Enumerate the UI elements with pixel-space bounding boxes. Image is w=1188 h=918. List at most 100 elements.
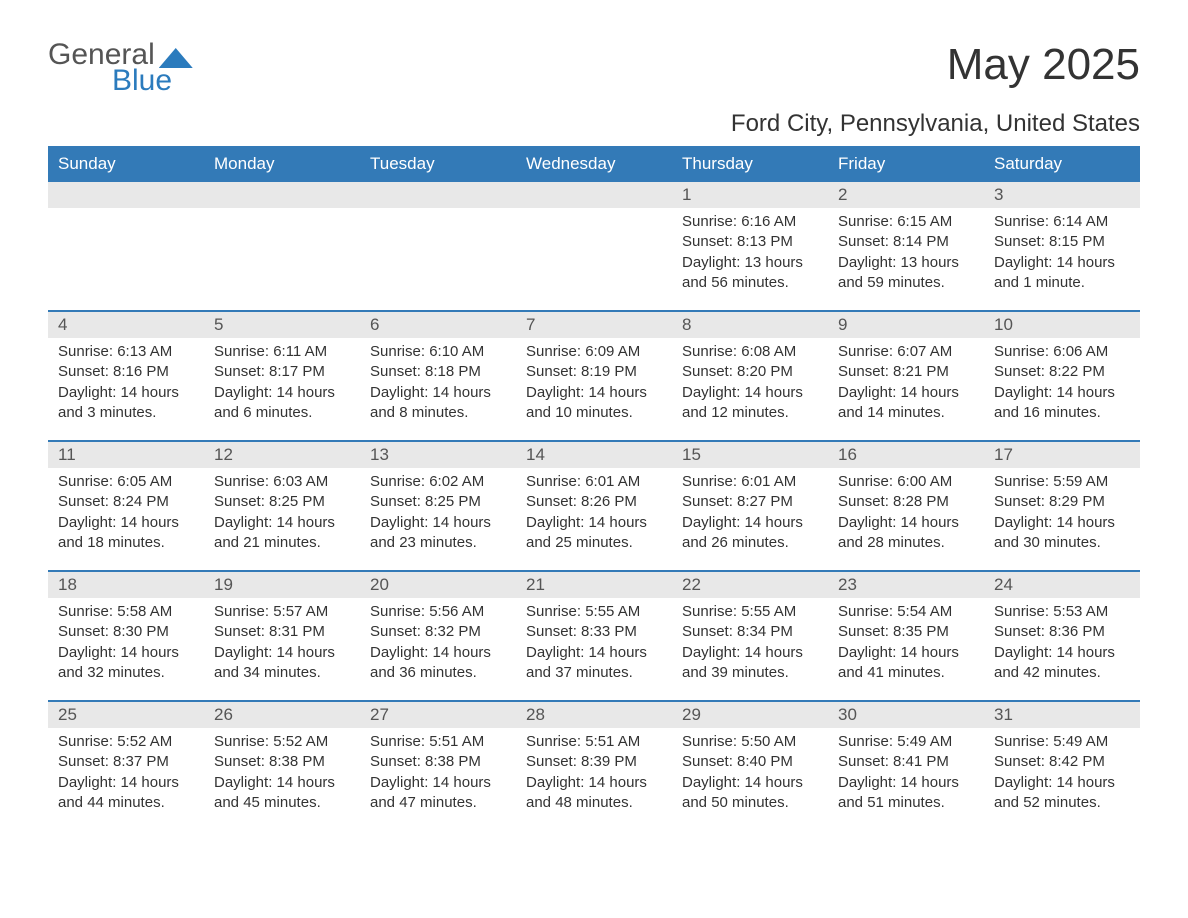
calendar-cell [360,182,516,310]
calendar-cell: 16Sunrise: 6:00 AMSunset: 8:28 PMDayligh… [828,442,984,570]
daylight-line: Daylight: 14 hours and 42 minutes. [994,643,1130,684]
sunset-line: Sunset: 8:38 PM [214,752,350,772]
calendar-cell: 28Sunrise: 5:51 AMSunset: 8:39 PMDayligh… [516,702,672,830]
sunrise-line: Sunrise: 6:05 AM [58,472,194,492]
sunset-line: Sunset: 8:19 PM [526,362,662,382]
date-number: 19 [204,572,360,598]
sunrise-line: Sunrise: 5:49 AM [994,732,1130,752]
cell-body: Sunrise: 6:15 AMSunset: 8:14 PMDaylight:… [828,208,984,293]
calendar-cell [48,182,204,310]
calendar-cell [204,182,360,310]
day-header: Friday [828,146,984,182]
sunset-line: Sunset: 8:14 PM [838,232,974,252]
calendar-cell: 21Sunrise: 5:55 AMSunset: 8:33 PMDayligh… [516,572,672,700]
calendar-cell: 27Sunrise: 5:51 AMSunset: 8:38 PMDayligh… [360,702,516,830]
sunset-line: Sunset: 8:16 PM [58,362,194,382]
sunrise-line: Sunrise: 5:51 AM [526,732,662,752]
date-number: 21 [516,572,672,598]
calendar-cell: 8Sunrise: 6:08 AMSunset: 8:20 PMDaylight… [672,312,828,440]
calendar-cell: 7Sunrise: 6:09 AMSunset: 8:19 PMDaylight… [516,312,672,440]
sunset-line: Sunset: 8:25 PM [214,492,350,512]
calendar-week: 11Sunrise: 6:05 AMSunset: 8:24 PMDayligh… [48,440,1140,570]
date-number: 16 [828,442,984,468]
daylight-line: Daylight: 14 hours and 45 minutes. [214,773,350,814]
month-title: May 2025 [731,40,1140,90]
calendar-cell: 12Sunrise: 6:03 AMSunset: 8:25 PMDayligh… [204,442,360,570]
day-header: Saturday [984,146,1140,182]
sunrise-line: Sunrise: 6:03 AM [214,472,350,492]
daylight-line: Daylight: 14 hours and 25 minutes. [526,513,662,554]
logo: General Blue [48,40,193,96]
sunrise-line: Sunrise: 5:53 AM [994,602,1130,622]
calendar-cell: 18Sunrise: 5:58 AMSunset: 8:30 PMDayligh… [48,572,204,700]
calendar-cell: 14Sunrise: 6:01 AMSunset: 8:26 PMDayligh… [516,442,672,570]
calendar-cell: 15Sunrise: 6:01 AMSunset: 8:27 PMDayligh… [672,442,828,570]
daylight-line: Daylight: 14 hours and 34 minutes. [214,643,350,684]
day-header: Wednesday [516,146,672,182]
sunset-line: Sunset: 8:28 PM [838,492,974,512]
date-number: 15 [672,442,828,468]
sunrise-line: Sunrise: 6:01 AM [526,472,662,492]
daylight-line: Daylight: 14 hours and 8 minutes. [370,383,506,424]
date-number: 30 [828,702,984,728]
date-number: 27 [360,702,516,728]
date-number: 22 [672,572,828,598]
cell-body: Sunrise: 5:51 AMSunset: 8:38 PMDaylight:… [360,728,516,813]
calendar-cell: 29Sunrise: 5:50 AMSunset: 8:40 PMDayligh… [672,702,828,830]
daylight-line: Daylight: 14 hours and 26 minutes. [682,513,818,554]
sunset-line: Sunset: 8:15 PM [994,232,1130,252]
cell-body: Sunrise: 5:51 AMSunset: 8:39 PMDaylight:… [516,728,672,813]
cell-body: Sunrise: 6:08 AMSunset: 8:20 PMDaylight:… [672,338,828,423]
cell-body: Sunrise: 5:52 AMSunset: 8:37 PMDaylight:… [48,728,204,813]
sunrise-line: Sunrise: 5:58 AM [58,602,194,622]
day-header: Monday [204,146,360,182]
calendar-cell: 25Sunrise: 5:52 AMSunset: 8:37 PMDayligh… [48,702,204,830]
cell-body: Sunrise: 6:02 AMSunset: 8:25 PMDaylight:… [360,468,516,553]
sunset-line: Sunset: 8:20 PM [682,362,818,382]
sunset-line: Sunset: 8:37 PM [58,752,194,772]
sunset-line: Sunset: 8:30 PM [58,622,194,642]
sunrise-line: Sunrise: 5:56 AM [370,602,506,622]
cell-body: Sunrise: 5:57 AMSunset: 8:31 PMDaylight:… [204,598,360,683]
sunset-line: Sunset: 8:36 PM [994,622,1130,642]
sunrise-line: Sunrise: 6:02 AM [370,472,506,492]
sunset-line: Sunset: 8:22 PM [994,362,1130,382]
sunset-line: Sunset: 8:41 PM [838,752,974,772]
date-number: 18 [48,572,204,598]
logo-word-2: Blue [112,66,193,96]
sunrise-line: Sunrise: 5:49 AM [838,732,974,752]
sunrise-line: Sunrise: 5:57 AM [214,602,350,622]
date-number: 9 [828,312,984,338]
date-number: 2 [828,182,984,208]
calendar-week: 25Sunrise: 5:52 AMSunset: 8:37 PMDayligh… [48,700,1140,830]
sunrise-line: Sunrise: 5:55 AM [526,602,662,622]
cell-body: Sunrise: 6:00 AMSunset: 8:28 PMDaylight:… [828,468,984,553]
date-number: 20 [360,572,516,598]
sunset-line: Sunset: 8:31 PM [214,622,350,642]
header: General Blue May 2025 Ford City, Pennsyl… [48,40,1140,138]
cell-body: Sunrise: 5:59 AMSunset: 8:29 PMDaylight:… [984,468,1140,553]
daylight-line: Daylight: 14 hours and 10 minutes. [526,383,662,424]
cell-body: Sunrise: 6:14 AMSunset: 8:15 PMDaylight:… [984,208,1140,293]
cell-body: Sunrise: 5:58 AMSunset: 8:30 PMDaylight:… [48,598,204,683]
calendar-cell: 19Sunrise: 5:57 AMSunset: 8:31 PMDayligh… [204,572,360,700]
date-number: 6 [360,312,516,338]
sunset-line: Sunset: 8:18 PM [370,362,506,382]
calendar-cell: 4Sunrise: 6:13 AMSunset: 8:16 PMDaylight… [48,312,204,440]
date-number: 7 [516,312,672,338]
cell-body: Sunrise: 6:16 AMSunset: 8:13 PMDaylight:… [672,208,828,293]
sunset-line: Sunset: 8:25 PM [370,492,506,512]
calendar-cell: 9Sunrise: 6:07 AMSunset: 8:21 PMDaylight… [828,312,984,440]
daylight-line: Daylight: 14 hours and 44 minutes. [58,773,194,814]
sunset-line: Sunset: 8:33 PM [526,622,662,642]
logo-triangle-icon [159,48,193,68]
sunrise-line: Sunrise: 5:50 AM [682,732,818,752]
daylight-line: Daylight: 14 hours and 14 minutes. [838,383,974,424]
sunrise-line: Sunrise: 6:16 AM [682,212,818,232]
sunset-line: Sunset: 8:34 PM [682,622,818,642]
cell-body: Sunrise: 5:56 AMSunset: 8:32 PMDaylight:… [360,598,516,683]
date-number: 5 [204,312,360,338]
date-number: 26 [204,702,360,728]
sunset-line: Sunset: 8:39 PM [526,752,662,772]
calendar-week: 18Sunrise: 5:58 AMSunset: 8:30 PMDayligh… [48,570,1140,700]
